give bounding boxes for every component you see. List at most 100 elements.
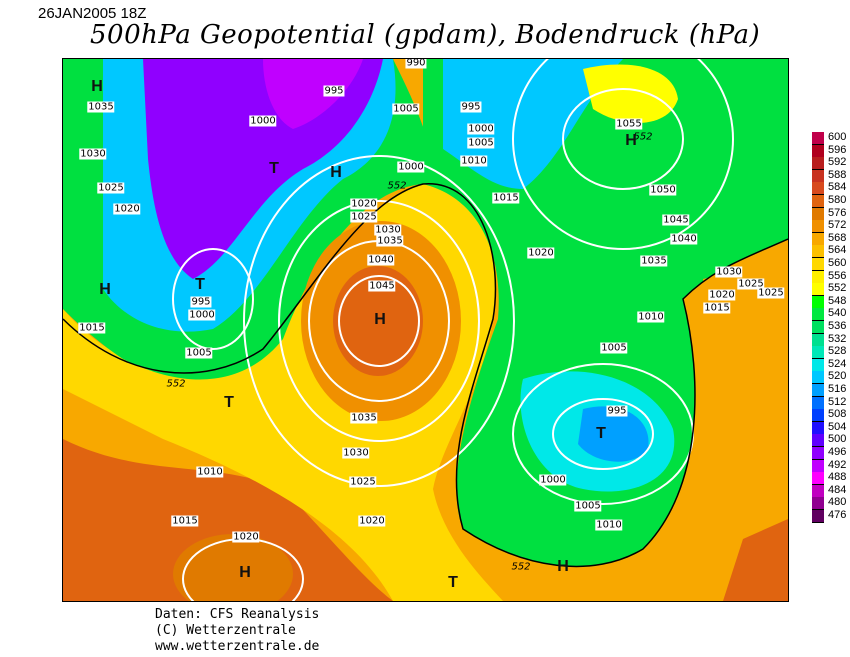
weather-map: 990 995 1005 995 1000 1005 1000 1035 1030 1025 102… <box>62 58 789 602</box>
high-pressure-marker: H <box>99 281 111 298</box>
legend-level: 560 <box>828 257 847 269</box>
field-orange-low <box>173 534 293 601</box>
isobar-label: 1025 <box>737 278 765 290</box>
isobar-label: 1035 <box>376 235 404 247</box>
legend-level: 496 <box>828 446 847 458</box>
isobar-label: 1020 <box>527 247 555 259</box>
legend-level: 588 <box>828 168 847 181</box>
footer-credits: Daten: CFS Reanalysis (C) Wetterzentrale… <box>155 607 319 655</box>
isobar-label: 1005 <box>185 347 213 359</box>
legend-level: 508 <box>828 408 847 421</box>
legend-level: 520 <box>828 370 847 383</box>
high-pressure-marker: H <box>374 311 386 328</box>
legend-swatch <box>812 182 824 196</box>
field-darkorange-high <box>333 266 423 376</box>
field-orange-east <box>683 259 788 601</box>
legend-level: 568 <box>828 231 847 244</box>
legend-swatch <box>812 157 824 171</box>
isobar-label: 1030 <box>342 447 370 459</box>
isobar-label: 1040 <box>367 254 395 266</box>
field-blue-core <box>578 406 649 462</box>
legend-level: 524 <box>828 357 847 370</box>
isobar-label: 1045 <box>662 214 690 226</box>
legend-level: 484 <box>828 483 847 496</box>
isobar-label: 1010 <box>595 519 623 531</box>
legend-swatch <box>812 497 824 511</box>
legend-swatch <box>812 220 824 234</box>
isobar-label: 995 <box>190 296 212 308</box>
low-pressure-marker: T <box>269 160 279 177</box>
legend-swatch <box>812 270 824 284</box>
isobar-label: 1035 <box>350 412 378 424</box>
isobar-label: 1040 <box>670 233 698 245</box>
legend-swatch <box>812 396 824 410</box>
legend-level: 572 <box>828 219 847 232</box>
isobar-label: 1020 <box>358 515 386 527</box>
legend-swatch <box>812 245 824 259</box>
legend-swatch <box>812 169 824 183</box>
low-pressure-marker: T <box>448 574 458 591</box>
field-yellow-northeast <box>583 64 678 123</box>
isobar-label: 1010 <box>460 155 488 167</box>
legend-swatch <box>812 484 824 498</box>
legend-level: 564 <box>828 244 847 257</box>
isobar-label: 1000 <box>188 309 216 321</box>
isobar-label: 990 <box>405 58 427 69</box>
legend-swatch <box>812 283 824 297</box>
isobar-label: 1005 <box>467 137 495 149</box>
high-pressure-marker: H <box>625 132 637 149</box>
map-date: 26JAN2005 18Z <box>38 5 147 22</box>
legend-swatch <box>812 144 824 158</box>
legend-swatch <box>812 421 824 435</box>
isobar-label: 1050 <box>649 184 677 196</box>
high-pressure-marker: H <box>330 164 342 181</box>
legend-level: 596 <box>828 143 847 156</box>
legend-level: 556 <box>828 269 847 282</box>
legend-level: 548 <box>828 294 847 307</box>
legend-swatch <box>812 195 824 208</box>
field-magenta-core <box>263 59 363 129</box>
map-title: 500hPa Geopotential (gpdam), Bodendruck … <box>90 20 761 50</box>
legend-swatch <box>812 358 824 372</box>
isobar-label: 1000 <box>467 123 495 135</box>
legend-level: 600 <box>828 131 847 143</box>
contour-552 <box>63 183 788 568</box>
legend-swatch <box>812 308 824 322</box>
isobar-label: 1025 <box>350 211 378 223</box>
isobar-label: 1015 <box>171 515 199 527</box>
isobar-label: 1020 <box>232 531 260 543</box>
isobar-label: 1025 <box>757 287 785 299</box>
isobar-label: 552 <box>511 561 531 573</box>
field-orange-southwest <box>63 439 393 601</box>
isobar-label: 995 <box>323 85 345 97</box>
isobar-label: 1045 <box>368 280 396 292</box>
high-pressure-marker: H <box>91 78 103 95</box>
low-pressure-marker: T <box>596 425 606 442</box>
isobar-label: 552 <box>166 378 186 390</box>
high-pressure-marker: H <box>239 564 251 581</box>
isobar-label: 1010 <box>637 311 665 323</box>
legend-level: 536 <box>828 320 847 332</box>
isobars <box>172 59 734 601</box>
legend-level: 580 <box>828 194 847 206</box>
legend-level: 488 <box>828 471 847 484</box>
data-source: Daten: CFS Reanalysis <box>155 607 320 622</box>
legend-swatch <box>812 409 824 423</box>
geopotential-field <box>63 59 788 601</box>
legend-level: 552 <box>828 282 847 295</box>
website-link[interactable]: www.wetterzentrale.de <box>155 639 320 654</box>
legend-swatch <box>812 459 824 473</box>
isobar-label: 1030 <box>715 266 743 278</box>
legend-level: 480 <box>828 496 847 509</box>
isobar-label: 1030 <box>79 148 107 160</box>
legend-swatch <box>812 258 824 271</box>
legend-swatch <box>812 321 824 334</box>
legend-swatch <box>812 232 824 246</box>
legend-level: 584 <box>828 181 847 194</box>
legend-level: 516 <box>828 383 847 395</box>
legend-swatch <box>812 510 824 523</box>
isobar-label: 1005 <box>392 103 420 115</box>
legend-swatch <box>812 333 824 347</box>
legend-level: 592 <box>828 156 847 169</box>
legend-swatch <box>812 132 824 145</box>
